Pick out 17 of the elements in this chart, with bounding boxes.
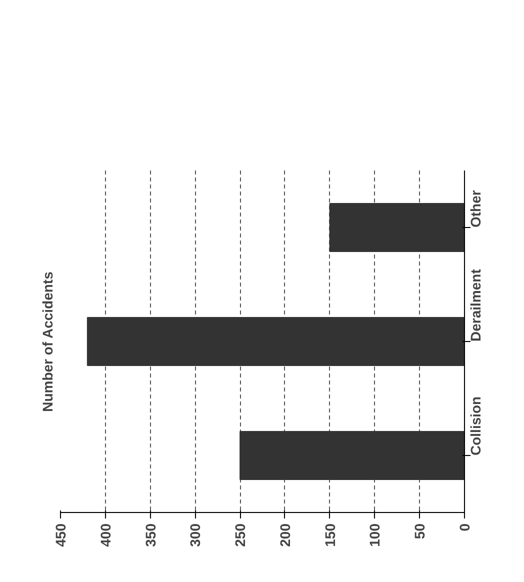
x-tick-label: 200: [276, 523, 293, 547]
y-tick-label: Derailment: [468, 268, 484, 342]
x-tick-label: 300: [187, 523, 204, 547]
bar: [240, 431, 464, 480]
x-tick-label: 100: [366, 523, 383, 547]
x-tick-label: 50: [412, 523, 428, 540]
y-tick-label: Collision: [468, 396, 484, 456]
bar: [86, 317, 464, 366]
text: Number of Accidents: [40, 271, 56, 412]
bar: [329, 203, 464, 252]
y-tick-label: Other: [468, 190, 484, 228]
x-tick-label: 250: [232, 523, 248, 547]
x-tick-label: 400: [97, 523, 114, 547]
x-tick-label: 350: [142, 523, 158, 547]
x-tick-label: 0: [456, 523, 472, 532]
x-tick-label: 150: [322, 523, 338, 547]
x-tick-label: 450: [52, 523, 68, 547]
